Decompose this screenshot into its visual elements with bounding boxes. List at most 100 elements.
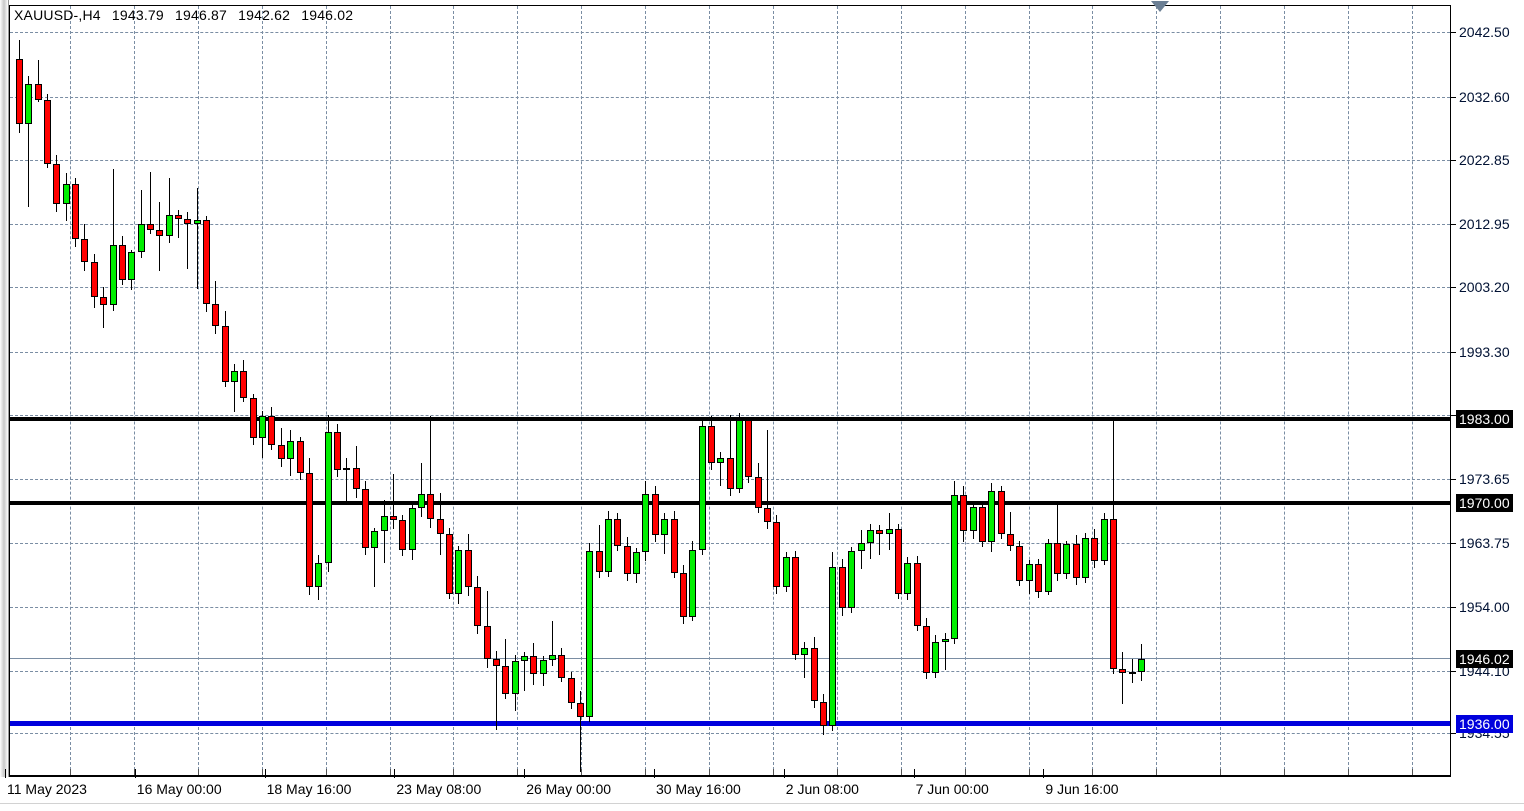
candle-wick xyxy=(496,650,497,731)
candle-body-bearish xyxy=(44,99,52,164)
candle-body-bearish xyxy=(249,397,257,439)
candle-body-bearish xyxy=(174,214,182,219)
time-minor-tick xyxy=(836,769,838,775)
current-price-1946.02[interactable] xyxy=(10,658,1450,660)
resistance-1970[interactable] xyxy=(10,500,1450,505)
candle-body-bearish xyxy=(567,678,575,703)
candle-body-bullish xyxy=(782,557,790,588)
candle-body-bullish xyxy=(698,426,706,550)
candle-wick xyxy=(150,171,151,234)
time-minor-tick xyxy=(1411,769,1413,775)
time-major-tick xyxy=(654,769,655,778)
candle-body-bearish xyxy=(212,304,220,327)
vertical-gridline xyxy=(261,6,263,775)
candle-body-bullish xyxy=(315,562,323,588)
candle-body-bearish xyxy=(474,587,482,627)
time-major-tick xyxy=(783,769,785,778)
candle-body-bullish xyxy=(343,467,351,471)
vertical-gridline xyxy=(1220,6,1222,775)
candle-body-bearish xyxy=(1053,543,1061,575)
candle-body-bearish xyxy=(1109,518,1117,670)
candle-body-bullish xyxy=(231,370,239,383)
time-major-tick xyxy=(1043,769,1045,778)
candle-wick xyxy=(384,500,385,563)
candle-body-bearish xyxy=(72,183,80,240)
candle-body-bearish xyxy=(1016,545,1024,581)
price-highlight-label-1936-00[interactable]: 1936.00 xyxy=(1456,714,1513,733)
vertical-gridline xyxy=(1411,6,1413,775)
price-tick-label: 2022.85 xyxy=(1459,151,1510,168)
chart-title: XAUUSD-,H4 1943.79 1946.87 1942.62 1946.… xyxy=(14,7,360,23)
time-minor-tick xyxy=(709,769,710,775)
candle-body-bullish xyxy=(1025,563,1033,581)
chart-scroll-gutter[interactable] xyxy=(0,0,9,780)
candle-body-bearish xyxy=(296,440,304,474)
vertical-gridline xyxy=(900,6,902,775)
price-tick-label: 2032.60 xyxy=(1459,88,1510,105)
candle-body-bearish xyxy=(1007,534,1015,546)
price-tick-label: 2003.20 xyxy=(1459,279,1510,296)
time-minor-tick xyxy=(517,769,519,775)
candle-body-bullish xyxy=(586,550,594,718)
vertical-gridline xyxy=(453,6,455,775)
candle-wick xyxy=(1122,652,1123,705)
vertical-gridline xyxy=(325,6,327,775)
candle-wick xyxy=(178,209,179,239)
candle-body-bearish xyxy=(268,415,276,445)
candle-body-bearish xyxy=(483,626,491,659)
support-1936[interactable] xyxy=(10,721,1450,727)
candle-wick xyxy=(393,474,394,529)
candle-body-bullish xyxy=(1128,671,1136,674)
candle-body-bullish xyxy=(408,508,416,550)
horizontal-gridline xyxy=(10,159,1450,161)
candle-body-bearish xyxy=(90,261,98,297)
time-minor-tick xyxy=(389,769,391,775)
candle-body-bullish xyxy=(128,252,136,280)
candle-body-bearish xyxy=(399,519,407,550)
vertical-gridline xyxy=(133,6,135,775)
candle-wick xyxy=(187,212,188,269)
price-tick-label: 1954.00 xyxy=(1459,598,1510,615)
time-minor-tick xyxy=(453,769,455,775)
time-minor-tick xyxy=(1348,769,1349,775)
price-axis[interactable]: 2042.50 2032.60 2022.85 2012.95 2003.20 1993.… xyxy=(1451,0,1524,780)
candle-body-bearish xyxy=(773,522,781,588)
time-axis[interactable]: 11 May 2023 16 May 00:00 18 May 16:00 23 Ma… xyxy=(0,769,1524,811)
horizontal-gridline xyxy=(10,224,1450,226)
candle-body-bullish xyxy=(548,654,556,660)
candle-body-bearish xyxy=(436,518,444,535)
candle-body-bearish xyxy=(894,528,902,594)
time-minor-tick xyxy=(964,769,966,775)
candle-body-bearish xyxy=(361,488,369,549)
candle-wick xyxy=(113,169,114,311)
candle-wick xyxy=(580,691,581,772)
vertical-gridline xyxy=(1348,6,1349,775)
candle-body-bearish xyxy=(305,473,313,588)
price-highlight-label-1970-00[interactable]: 1970.00 xyxy=(1456,493,1513,512)
candle-wick xyxy=(552,621,553,667)
price-tick-label: 2042.50 xyxy=(1459,24,1510,41)
candle-body-bullish xyxy=(848,550,856,609)
candle-body-bearish xyxy=(34,84,42,100)
candle-body-bearish xyxy=(464,549,472,588)
candle-body-bullish xyxy=(62,183,70,204)
price-highlight-label-1983-00[interactable]: 1983.00 xyxy=(1456,409,1513,428)
price-tick xyxy=(1451,32,1456,34)
candle-body-bearish xyxy=(623,545,631,575)
time-minor-tick xyxy=(325,769,327,775)
candle-body-bullish xyxy=(932,641,940,673)
chart-plot-area[interactable] xyxy=(10,6,1450,775)
candle-wick xyxy=(1132,658,1133,684)
candle-body-bullish xyxy=(455,549,463,594)
candle-body-bearish xyxy=(726,457,734,489)
candle-body-bearish xyxy=(446,534,454,594)
price-highlight-label-1946-02[interactable]: 1946.02 xyxy=(1456,649,1513,668)
candle-wick xyxy=(374,527,375,588)
candle-body-bearish xyxy=(876,530,884,535)
candle-body-bearish xyxy=(595,550,603,572)
vertical-gridline xyxy=(772,6,774,775)
candle-body-bullish xyxy=(904,562,912,594)
time-tick-label: 30 May 16:00 xyxy=(656,781,741,797)
vertical-gridline xyxy=(1092,6,1094,775)
